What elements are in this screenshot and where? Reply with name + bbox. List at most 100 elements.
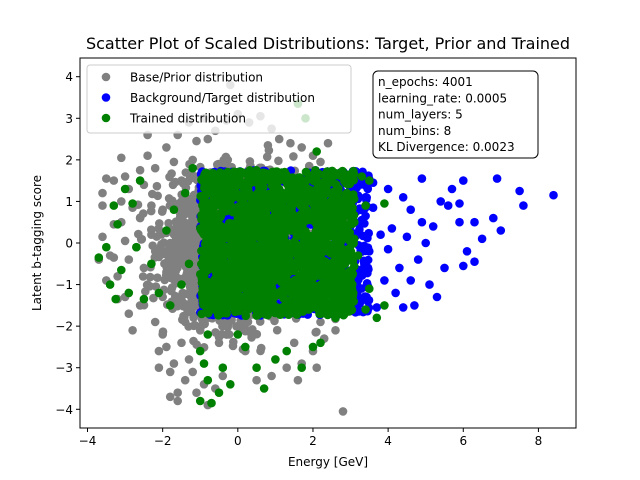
- data-point: [188, 367, 197, 377]
- data-point: [192, 388, 201, 398]
- data-point: [188, 285, 198, 294]
- data-point: [362, 264, 371, 273]
- data-point: [470, 217, 479, 227]
- data-point: [186, 292, 196, 302]
- data-point: [177, 338, 186, 348]
- data-point: [241, 311, 251, 321]
- data-point: [316, 317, 325, 327]
- data-point: [222, 157, 231, 166]
- data-point: [184, 207, 194, 217]
- data-point: [489, 213, 498, 223]
- data-point: [173, 258, 182, 267]
- data-point: [124, 255, 134, 264]
- data-point: [189, 321, 199, 331]
- data-point: [120, 172, 130, 181]
- data-point: [173, 388, 182, 398]
- data-point: [352, 183, 362, 192]
- data-point: [372, 303, 382, 312]
- data-point: [165, 392, 175, 402]
- data-point: [361, 192, 371, 202]
- data-point: [98, 201, 107, 210]
- data-point: [192, 136, 201, 146]
- data-point: [425, 280, 434, 289]
- chart-title: Scatter Plot of Scaled Distributions: Ta…: [86, 34, 570, 53]
- data-point: [150, 317, 160, 327]
- data-point: [492, 174, 502, 183]
- data-point: [413, 255, 423, 264]
- data-point: [218, 317, 227, 327]
- data-point: [383, 244, 393, 254]
- data-point: [297, 143, 307, 152]
- data-point: [169, 359, 179, 368]
- data-point: [252, 375, 261, 385]
- data-point: [135, 165, 145, 175]
- data-point: [274, 156, 283, 166]
- data-point: [519, 201, 528, 210]
- data-point: [175, 215, 185, 224]
- data-point: [189, 190, 199, 200]
- data-point: [440, 263, 449, 273]
- data-point: [143, 151, 152, 160]
- data-point: [395, 263, 404, 273]
- data-point: [443, 201, 453, 210]
- data-point: [213, 160, 222, 169]
- data-point: [398, 303, 408, 312]
- data-point: [376, 230, 385, 239]
- data-point: [289, 152, 298, 161]
- data-point: [167, 169, 176, 178]
- data-point: [432, 292, 442, 302]
- data-point: [162, 342, 171, 352]
- data-point: [312, 327, 321, 337]
- data-point: [188, 155, 197, 165]
- data-point: [167, 251, 177, 260]
- data-point: [364, 295, 374, 305]
- series-trained-distribution: [94, 99, 389, 408]
- data-point: [477, 234, 487, 244]
- data-point: [214, 338, 224, 348]
- data-point: [323, 138, 333, 148]
- data-point: [154, 363, 164, 373]
- data-point: [362, 231, 372, 241]
- data-point: [150, 247, 160, 256]
- data-point: [267, 371, 276, 381]
- data-point: [177, 176, 186, 185]
- data-point: [410, 301, 419, 310]
- data-point: [150, 253, 160, 262]
- data-point: [98, 232, 107, 242]
- data-point: [272, 325, 282, 335]
- data-point: [109, 176, 119, 185]
- data-point: [135, 301, 145, 310]
- data-point: [459, 176, 468, 185]
- data-point: [180, 375, 190, 385]
- data-point: [161, 258, 170, 268]
- data-point: [165, 238, 175, 248]
- data-point: [182, 232, 191, 241]
- data-point: [203, 134, 213, 144]
- data-point: [270, 316, 279, 326]
- data-point: [402, 232, 412, 242]
- data-point: [149, 293, 158, 303]
- data-point: [158, 330, 167, 339]
- data-point: [158, 246, 168, 256]
- data-point: [189, 313, 198, 323]
- data-point: [363, 255, 373, 265]
- data-point: [462, 247, 472, 256]
- data-point: [365, 247, 374, 256]
- data-point: [154, 224, 163, 233]
- data-point: [282, 363, 292, 373]
- data-point: [515, 186, 524, 196]
- data-point: [428, 222, 438, 231]
- data-point: [421, 238, 431, 248]
- data-point: [241, 326, 250, 336]
- data-point: [174, 238, 183, 247]
- data-point: [98, 188, 107, 198]
- data-point: [218, 371, 228, 381]
- data-point: [368, 203, 378, 212]
- data-point: [192, 340, 201, 350]
- data-point: [164, 218, 173, 228]
- data-point: [195, 326, 205, 335]
- data-point: [455, 199, 464, 208]
- data-point: [293, 375, 303, 385]
- data-point: [184, 307, 193, 317]
